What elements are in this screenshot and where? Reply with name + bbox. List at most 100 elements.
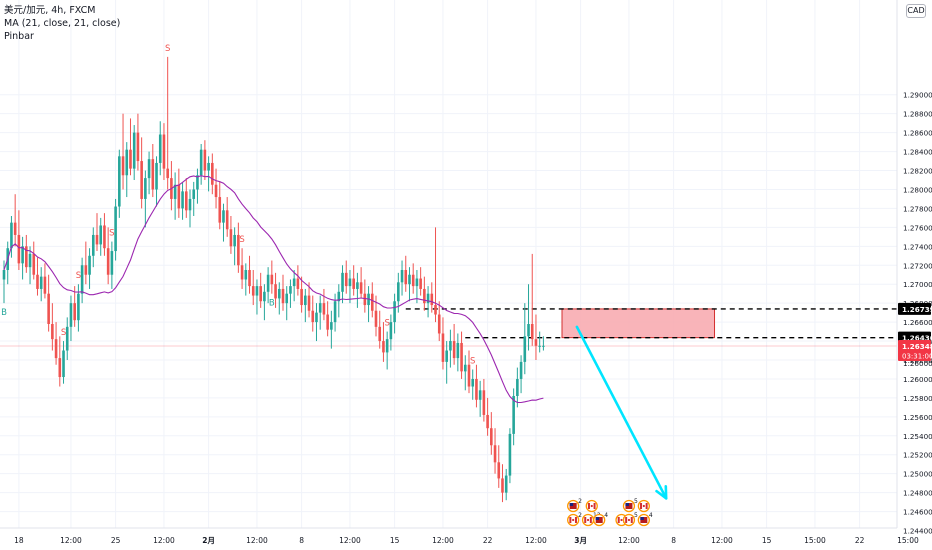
time-tick-label: 15:00 bbox=[897, 536, 919, 545]
bear-candle bbox=[13, 222, 17, 235]
ca-event-icon[interactable]: 2 bbox=[567, 512, 583, 527]
bull-candle bbox=[91, 234, 95, 256]
price-tick-label: 1.28800 bbox=[903, 110, 932, 119]
current-price-tag bbox=[898, 339, 931, 361]
bear-candle bbox=[177, 184, 181, 209]
bear-candle bbox=[43, 276, 47, 294]
bull-candle bbox=[125, 149, 129, 176]
bull-candle bbox=[285, 293, 289, 304]
bear-candle bbox=[248, 270, 251, 287]
bull-candle bbox=[192, 189, 196, 199]
flag-ca-band bbox=[640, 503, 643, 509]
supply-zone-box[interactable] bbox=[561, 308, 716, 339]
bull-candle bbox=[385, 339, 389, 353]
bear-candle bbox=[251, 286, 255, 296]
us-event-icon[interactable]: 2 bbox=[567, 498, 583, 513]
time-axis-bg[interactable] bbox=[0, 528, 897, 550]
bear-candle bbox=[311, 310, 315, 323]
bear-candle bbox=[47, 293, 50, 324]
bear-candle bbox=[423, 288, 426, 304]
time-tick-label: 12:00 bbox=[432, 536, 454, 545]
bull-candle bbox=[244, 270, 248, 280]
bull-candle bbox=[504, 475, 508, 493]
bull-candle bbox=[181, 191, 184, 209]
symbol-title[interactable]: 美元/加元, 4h, FXCM bbox=[4, 5, 96, 16]
us-event-icon[interactable]: 4 bbox=[593, 512, 609, 527]
bull-candle bbox=[304, 295, 307, 306]
time-tick-label: 8 bbox=[299, 536, 304, 545]
projection-arrow-head bbox=[655, 485, 668, 500]
bear-candle bbox=[73, 303, 76, 321]
bull-candle bbox=[341, 272, 344, 292]
bull-candle bbox=[508, 433, 512, 476]
bear-candle bbox=[140, 161, 143, 199]
price-tick-label: 1.24600 bbox=[903, 508, 932, 517]
bull-candle bbox=[158, 134, 162, 163]
price-tick-label: 1.28400 bbox=[903, 148, 932, 157]
bear-candle bbox=[95, 234, 99, 245]
currency-badge[interactable]: CAD bbox=[906, 4, 926, 18]
price-tick-label: 1.29000 bbox=[903, 91, 932, 100]
event-count: 4 bbox=[604, 512, 608, 519]
flag-ca-band bbox=[569, 517, 572, 523]
projection-arrow-shaft bbox=[575, 325, 668, 500]
time-tick-label: 15 bbox=[762, 536, 772, 545]
bear-candle bbox=[467, 364, 471, 387]
ca-event-icon[interactable] bbox=[637, 499, 650, 513]
ca-event-icon[interactable] bbox=[585, 499, 598, 513]
bear-candle bbox=[103, 225, 106, 249]
price-level-lines bbox=[0, 308, 897, 347]
pinbar-indicator-label[interactable]: Pinbar bbox=[4, 31, 34, 42]
bear-candle bbox=[493, 445, 497, 463]
bull-candle bbox=[255, 286, 259, 296]
economic-events[interactable]: 25212454 bbox=[567, 498, 653, 527]
ma-indicator-label[interactable]: MA (21, close, 21, close) bbox=[4, 18, 121, 29]
time-tick-label: 12:00 bbox=[246, 536, 268, 545]
time-tick-label: 18 bbox=[14, 536, 24, 545]
sell-signal-mark: S bbox=[109, 229, 114, 239]
price-tick-label: 1.26000 bbox=[903, 375, 932, 384]
price-axis[interactable]: 1.29000 1.28800 1.28600 1.28400 1.28200 1.280… bbox=[896, 0, 932, 550]
ca-event-icon[interactable]: 5 bbox=[622, 512, 638, 527]
us-event-icon[interactable]: 4 bbox=[637, 512, 653, 527]
flag-ca-band bbox=[645, 503, 648, 509]
bull-candle bbox=[333, 301, 337, 323]
bear-candle bbox=[274, 284, 277, 299]
bear-candle bbox=[490, 428, 493, 446]
bull-candle bbox=[512, 396, 515, 434]
bull-candle bbox=[10, 222, 13, 249]
price-axis-bg[interactable] bbox=[897, 0, 932, 550]
flag-ca-band bbox=[625, 517, 628, 523]
price-tick-label: 1.27400 bbox=[903, 242, 932, 251]
bull-candle bbox=[463, 364, 467, 372]
time-axis[interactable]: 18 12:00 25 12:00 2月 12:00 8 12:00 15 12:00 22 12:0… bbox=[0, 527, 919, 550]
us-event-icon[interactable]: 5 bbox=[622, 498, 638, 513]
price-tick-label: 1.28600 bbox=[903, 129, 932, 138]
moving-average-line bbox=[3, 175, 544, 404]
flag-ca-band bbox=[617, 517, 620, 523]
current-price-label: 1.26348 bbox=[902, 342, 932, 351]
bear-candle bbox=[229, 229, 233, 247]
bear-candle bbox=[17, 234, 21, 264]
bull-candle bbox=[266, 274, 270, 292]
bull-candle bbox=[330, 322, 333, 330]
bear-candle bbox=[281, 288, 285, 304]
bear-candle bbox=[404, 270, 408, 285]
bear-candle bbox=[452, 341, 456, 359]
bear-candle bbox=[225, 210, 229, 230]
bear-candle bbox=[25, 246, 28, 268]
price-tick-label: 1.26000 bbox=[903, 359, 932, 368]
flag-us-canton bbox=[625, 503, 629, 506]
event-count: 5 bbox=[634, 498, 638, 505]
sell-signal-mark: S bbox=[470, 356, 475, 366]
level-price-tag bbox=[898, 302, 931, 315]
flag-ca-band bbox=[587, 503, 590, 509]
bull-candle bbox=[542, 345, 545, 347]
price-tick-label: 1.27200 bbox=[903, 261, 932, 270]
bear-candle bbox=[501, 478, 504, 493]
bear-candle bbox=[129, 149, 132, 169]
bull-candle bbox=[389, 322, 393, 340]
price-tick-label: 1.24400 bbox=[903, 527, 932, 536]
